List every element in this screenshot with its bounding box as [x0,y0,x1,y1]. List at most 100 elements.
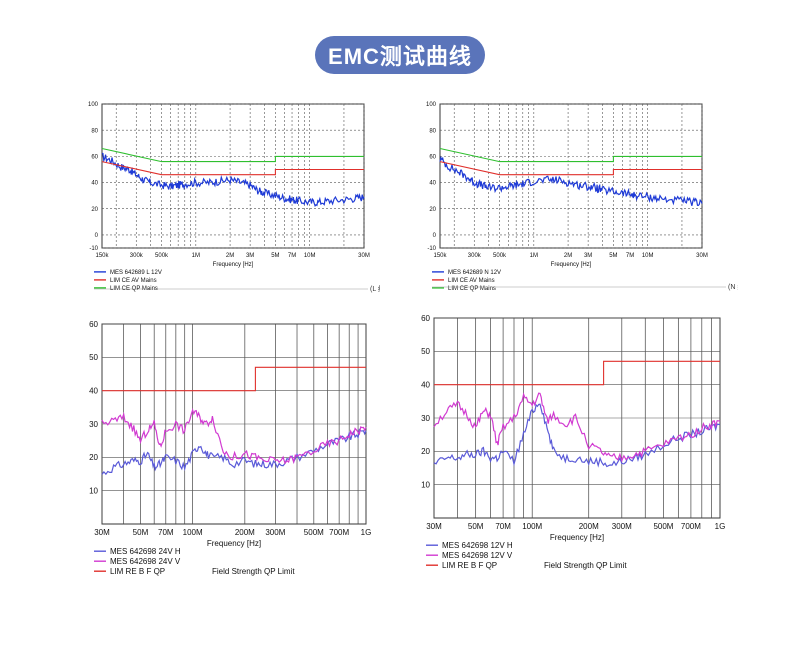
legend-entry: MES 642698 24V V [110,557,181,566]
y-tick-label: 80 [429,128,436,134]
page-title: EMC测试曲线 [315,36,485,74]
series-line [439,147,702,163]
plot-area [433,317,721,519]
plot-frame [439,103,703,249]
x-tick-label: 3M [584,253,592,259]
legend-entry: MES 642698 24V H [110,547,181,556]
y-tick-label: 10 [89,486,98,495]
x-tick-label: 70M [158,528,174,537]
chart-note: (L 线) [370,284,380,293]
x-tick-label: 2M [564,253,572,259]
x-axis-label: Frequency [Hz] [550,533,604,542]
y-tick-label: 50 [89,353,98,362]
y-tick-label: 60 [429,154,436,160]
legend-entry: LIM RE B F QP [110,567,165,576]
x-tick-label: 50M [133,528,149,537]
chart-note: (N 线) [728,282,738,291]
x-tick-label: 30M [94,528,110,537]
y-tick-label: -10 [89,246,98,252]
x-tick-label: 700M [329,528,349,537]
x-tick-label: 150k [95,253,109,259]
x-tick-label: 700M [681,522,701,531]
y-tick-label: 100 [426,102,437,108]
x-tick-label: 1G [361,528,372,537]
x-tick-label: 100M [522,522,542,531]
x-tick-label: 500M [304,528,324,537]
y-tick-label: 0 [433,233,437,239]
plot-area [101,103,365,249]
legend-extra: Field Strength QP Limit [544,561,627,570]
x-tick-label: 300k [130,253,144,259]
y-tick-label: 60 [89,320,98,329]
legend-entry: MES 642689 N 12V [448,270,501,276]
chart-re-12v: 10 20 30 40 50 60 30M 50M 70M 100M 200M 300M 500M 700… [421,314,726,570]
x-axis-label: Frequency [Hz] [213,262,254,268]
y-tick-label: 20 [429,207,436,213]
legend-entry: LIM RE B F QP [442,561,497,570]
legend-entry: MES 642689 L 12V [110,270,162,276]
series-line [101,161,364,176]
x-tick-label: 30M [696,253,708,259]
y-tick-label: 30 [89,420,98,429]
y-tick-label: 50 [421,347,430,356]
x-tick-label: 10M [642,253,654,259]
x-tick-label: 100M [183,528,203,537]
x-tick-label: 500k [493,253,507,259]
x-tick-label: 30M [426,522,442,531]
y-tick-label: 40 [421,380,430,389]
x-axis-label: Frequency [Hz] [207,539,261,548]
series-line [101,408,367,465]
x-tick-label: 300M [265,528,285,537]
y-tick-label: 100 [88,102,99,108]
chart-ce-l: -10 0 20 40 60 80 100 150k 300k 500k 1M 2M 3M 5M 7M 10M… [88,102,380,293]
legend-entry: MES 642698 12V H [442,541,513,550]
x-tick-label: 70M [495,522,511,531]
series-line [433,403,721,468]
x-tick-label: 10M [304,253,316,259]
series-line [102,366,366,392]
x-tick-label: 300M [612,522,632,531]
y-tick-label: 10 [421,480,430,489]
x-tick-label: 3M [246,253,254,259]
plot-area [101,323,367,525]
chart-ce-n: -10 0 20 40 60 80 100 150k 300k 500k 1M 2M 3M 5M 7M 10M… [426,102,738,292]
y-tick-label: 80 [91,128,98,134]
series-line [439,155,703,207]
chart-re-24v: 10 20 30 40 50 60 30M 50M 70M 100M 200M 300M 500M 700… [89,320,372,576]
x-tick-label: 1M [530,253,538,259]
x-tick-label: 7M [626,253,634,259]
x-tick-label: 2M [226,253,234,259]
legend-extra: Field Strength QP Limit [212,567,295,576]
x-tick-label: 300k [468,253,482,259]
series-line [101,147,364,163]
x-tick-label: 7M [288,253,296,259]
legend: MES 642689 N 12V LIM CE AV Mains LIM CE QP… [432,270,501,292]
x-axis-label: Frequency [Hz] [551,262,592,268]
series-line [433,392,721,463]
y-tick-label: 40 [429,181,436,187]
x-tick-label: 1M [192,253,200,259]
plot-area [439,103,703,249]
x-tick-label: 200M [235,528,255,537]
y-tick-label: 40 [89,386,98,395]
series-line [434,360,720,386]
x-tick-label: 500M [653,522,673,531]
y-tick-label: 40 [91,181,98,187]
y-tick-label: -10 [427,246,436,252]
legend-entry: LIM CE AV Mains [110,278,157,284]
legend-entry: LIM CE AV Mains [448,278,495,284]
x-tick-label: 30M [358,253,370,259]
series-line [439,161,702,176]
series-line [101,428,367,476]
plot-frame [101,103,365,249]
y-tick-label: 20 [89,453,98,462]
series-line [101,152,365,207]
y-tick-label: 30 [421,414,430,423]
x-tick-label: 5M [271,253,279,259]
x-tick-label: 1G [715,522,726,531]
y-tick-label: 60 [421,314,430,323]
x-tick-label: 5M [609,253,617,259]
x-tick-label: 50M [468,522,484,531]
legend-entry: MES 642698 12V V [442,551,513,560]
